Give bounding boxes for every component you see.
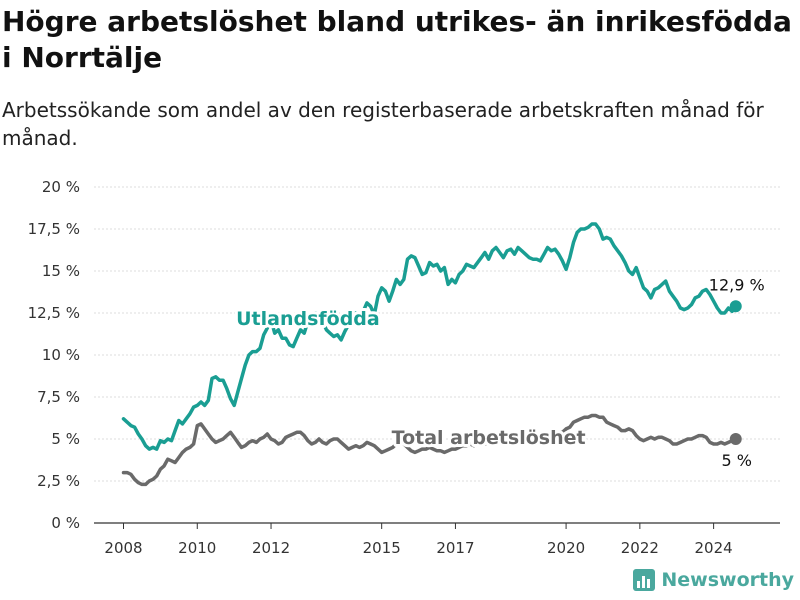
y-tick-label: 20 % <box>42 178 80 196</box>
x-tick-label: 2010 <box>178 539 216 557</box>
x-tick-label: 2022 <box>621 539 659 557</box>
y-tick-label: 7,5 % <box>37 388 80 406</box>
brand-name: Newsworthy <box>661 569 794 591</box>
series-label-halo: Total arbetslöshet <box>392 427 586 449</box>
y-tick-label: 5 % <box>51 430 80 448</box>
series-end-label: 5 % <box>722 451 752 470</box>
x-tick-label: 2024 <box>695 539 733 557</box>
series-name-label: Total arbetslöshet <box>392 427 586 449</box>
y-tick-label: 0 % <box>51 514 80 532</box>
x-tick-label: 2015 <box>363 539 401 557</box>
y-tick-label: 12,5 % <box>28 304 80 322</box>
series-label-halo: Utlandsfödda <box>236 308 380 330</box>
series-lines <box>121 222 742 487</box>
bar-chart-logo-icon <box>633 569 656 591</box>
chart-title: Högre arbetslöshet bland utrikes- än inr… <box>2 5 792 74</box>
y-tick-label: 15 % <box>42 262 80 280</box>
x-axis: 2008 2010 2012 2015 2017 2020 2022 2024 <box>104 523 733 557</box>
x-tick-label: 2017 <box>436 539 474 557</box>
x-tick-label: 2020 <box>547 539 585 557</box>
series-end-point <box>729 433 742 445</box>
series-end-point <box>729 300 742 313</box>
series-end-label: 12,9 % <box>709 275 765 294</box>
grid-lines <box>94 186 780 524</box>
y-tick-label: 17,5 % <box>28 220 80 238</box>
y-tick-label: 10 % <box>42 346 80 364</box>
newsworthy-logo[interactable]: Newsworthy <box>633 566 794 594</box>
y-tick-label: 2,5 % <box>37 472 80 490</box>
y-axis: 0 % 2,5 % 5 % 7,5 % 10 % 12,5 % 15 % 17,5 % 20 % <box>28 178 80 532</box>
x-tick-label: 2008 <box>104 539 142 557</box>
series-line <box>121 222 738 451</box>
series-name-label: Utlandsfödda <box>236 308 380 330</box>
x-tick-label: 2012 <box>252 539 290 557</box>
chart-subtitle: Arbetssökande som andel av den registerb… <box>2 98 764 150</box>
series-line <box>121 413 738 487</box>
